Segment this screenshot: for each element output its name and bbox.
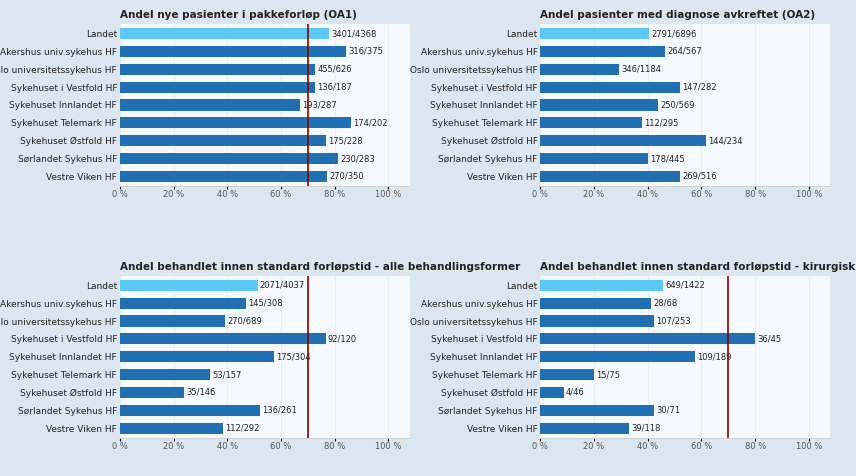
Text: 35/146: 35/146 [187,388,216,397]
Bar [120,171,327,182]
Bar [540,153,648,164]
Bar [540,280,663,291]
Bar [120,316,225,327]
Text: 270/350: 270/350 [329,172,364,181]
Text: Andel behandlet innen standard forløpstid - alle behandlingsformer: Andel behandlet innen standard forløpsti… [120,262,520,272]
Bar [540,351,695,362]
Bar [120,298,247,309]
Text: 28/68: 28/68 [653,298,677,307]
Bar [120,369,211,380]
Text: 269/516: 269/516 [682,172,717,181]
Text: 193/287: 193/287 [302,100,337,109]
Text: 136/261: 136/261 [262,406,297,415]
Bar [540,423,629,434]
Bar [540,135,705,146]
Text: 112/292: 112/292 [225,424,259,433]
Text: 4/46: 4/46 [566,388,585,397]
Text: 455/626: 455/626 [318,65,352,74]
Text: 178/445: 178/445 [650,154,685,163]
Text: 147/282: 147/282 [682,83,717,92]
Text: 136/187: 136/187 [318,83,352,92]
Text: 53/157: 53/157 [212,370,242,379]
Bar [120,387,184,398]
Bar [540,117,642,129]
Text: 270/689: 270/689 [227,317,262,326]
Text: 109/189: 109/189 [698,352,732,361]
Text: 250/569: 250/569 [661,100,695,109]
Bar [120,423,223,434]
Text: 3401/4368: 3401/4368 [331,29,377,38]
Bar [540,369,594,380]
Text: 30/71: 30/71 [656,406,680,415]
Text: 175/304: 175/304 [276,352,312,361]
Text: 112/295: 112/295 [645,119,679,128]
Text: 649/1422: 649/1422 [665,281,704,290]
Text: Andel pasienter med diagnose avkreftet (OA2): Andel pasienter med diagnose avkreftet (… [540,10,816,20]
Text: 107/253: 107/253 [656,317,691,326]
Bar [120,81,315,93]
Bar [120,117,351,129]
Bar [120,280,258,291]
Text: 92/120: 92/120 [328,334,357,343]
Bar [120,405,259,416]
Text: 2791/6896: 2791/6896 [651,29,697,38]
Text: 316/375: 316/375 [348,47,383,56]
Bar [120,351,275,362]
Bar [540,298,651,309]
Text: 144/234: 144/234 [708,136,742,145]
Bar [540,46,665,57]
Bar [540,28,649,39]
Text: Andel behandlet innen standard forløpstid - kirurgisk behandling (OF4K): Andel behandlet innen standard forløpsti… [540,262,856,272]
Text: 346/1184: 346/1184 [621,65,661,74]
Text: 15/75: 15/75 [596,370,621,379]
Bar [540,81,681,93]
Bar [540,387,564,398]
Bar [120,333,325,345]
Bar [120,99,300,110]
Bar [540,171,681,182]
Text: 175/228: 175/228 [328,136,363,145]
Text: 36/45: 36/45 [758,334,782,343]
Bar [120,64,315,75]
Bar [120,135,326,146]
Bar [540,64,619,75]
Text: 174/202: 174/202 [354,119,388,128]
Text: 264/567: 264/567 [668,47,702,56]
Text: 39/118: 39/118 [631,424,661,433]
Bar [120,153,338,164]
Bar [540,316,654,327]
Text: 2071/4037: 2071/4037 [259,281,305,290]
Text: 145/308: 145/308 [248,298,283,307]
Bar [120,28,329,39]
Text: Andel nye pasienter i pakkeforløp (OA1): Andel nye pasienter i pakkeforløp (OA1) [120,10,357,20]
Bar [540,333,755,345]
Bar [540,99,658,110]
Bar [540,405,654,416]
Text: 230/283: 230/283 [340,154,375,163]
Bar [120,46,346,57]
